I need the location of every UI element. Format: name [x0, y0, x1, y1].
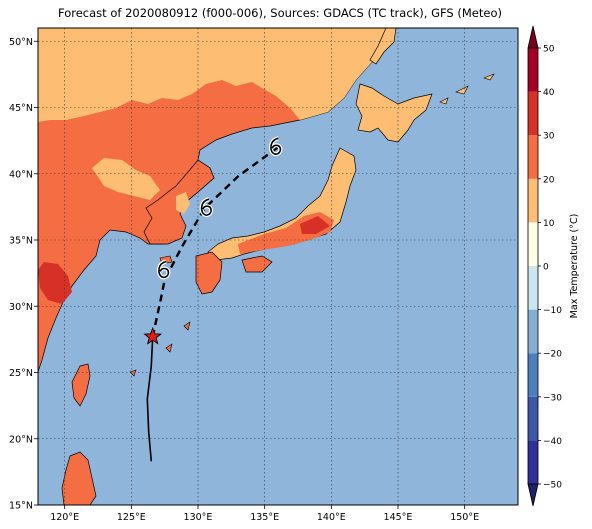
cyclone-symbol [156, 259, 171, 280]
tc-track-past [146, 336, 154, 462]
gridlines [38, 28, 518, 505]
colorbar-tick-label: −30 [543, 393, 562, 403]
colorbar-tick-label: 20 [543, 175, 555, 185]
colorbar-tick-label: 10 [543, 219, 555, 229]
tc-track-forecast [151, 146, 279, 337]
temp-zone-north [38, 28, 392, 122]
lat-tick-label: 30°N [9, 302, 33, 313]
lat-tick-label: 45°N [9, 103, 33, 114]
lon-tick-label: 135°E [250, 512, 279, 523]
colorbar-label: Max Temperature (°C) [569, 214, 580, 319]
colorbar-band [528, 309, 538, 354]
lat-tick-label: 25°N [9, 368, 33, 379]
colorbar-tick-label: 30 [543, 132, 555, 142]
lon-tick-label: 120°E [50, 512, 79, 523]
colorbar-band [528, 353, 538, 397]
colorbar-tick-label: −50 [543, 481, 562, 491]
tc-track [143, 136, 283, 462]
map-area [38, 28, 518, 505]
colorbar-band [528, 91, 538, 136]
lon-tick-label: 150°E [450, 512, 479, 523]
land-hokkaido [355, 83, 433, 143]
colorbar-band [528, 48, 538, 92]
colorbar-band [528, 178, 538, 223]
cyclone-symbol [199, 197, 214, 218]
temp-zone-honshu-hot [300, 216, 330, 234]
colorbar-tick-label: 40 [543, 88, 555, 98]
current-position-star [143, 326, 163, 345]
lon-tick-label: 125°E [117, 512, 146, 523]
temp-zone-korea [176, 192, 190, 214]
lon-tick-label: 140°E [317, 512, 346, 523]
lat-tick-label: 40°N [9, 169, 33, 180]
land-kyushu [195, 251, 223, 295]
lat-tick-label: 15°N [9, 501, 33, 512]
colorbar-band [528, 222, 538, 266]
map-axes: 120°E 125°E 130°E 135°E 140°E 145°E 150°E 15°N 2… [9, 37, 479, 523]
colorbar-tick-label: 0 [543, 263, 549, 273]
colorbar-tick-label: −20 [543, 350, 562, 360]
land-ryukyu-islands [129, 321, 191, 377]
land-luzon [61, 451, 97, 505]
lat-tick-label: 35°N [9, 236, 33, 247]
land-kuril-islands [439, 73, 495, 105]
colorbar-band [528, 266, 538, 310]
colorbar-tick-label: −10 [543, 306, 562, 316]
temp-zone-central [92, 158, 160, 200]
colorbar: −50 −40 −30 −20 −10 0 10 20 30 40 50 Max Temperatur… [527, 25, 580, 507]
cyclone-symbol [268, 136, 283, 157]
temp-zone-south-china [38, 262, 72, 304]
lat-tick-label: 50°N [9, 37, 33, 48]
map-frame [37, 27, 519, 506]
temp-zone-northwest [38, 28, 150, 66]
colorbar-band [528, 135, 538, 179]
colorbar-band [528, 440, 538, 484]
colorbar-band [528, 396, 538, 441]
land-taiwan [71, 363, 91, 407]
colorbar-extend-low [527, 483, 539, 507]
colorbar-extend-high [527, 25, 539, 49]
lat-tick-label: 20°N [9, 434, 33, 445]
land-sakhalin [369, 28, 397, 65]
lon-tick-label: 145°E [384, 512, 413, 523]
colorbar-tick-label: 50 [543, 45, 555, 55]
map-title: Forecast of 2020080912 (f000-006), Sourc… [58, 6, 502, 20]
colorbar-tick-label: −40 [543, 437, 562, 447]
lon-tick-label: 130°E [184, 512, 213, 523]
